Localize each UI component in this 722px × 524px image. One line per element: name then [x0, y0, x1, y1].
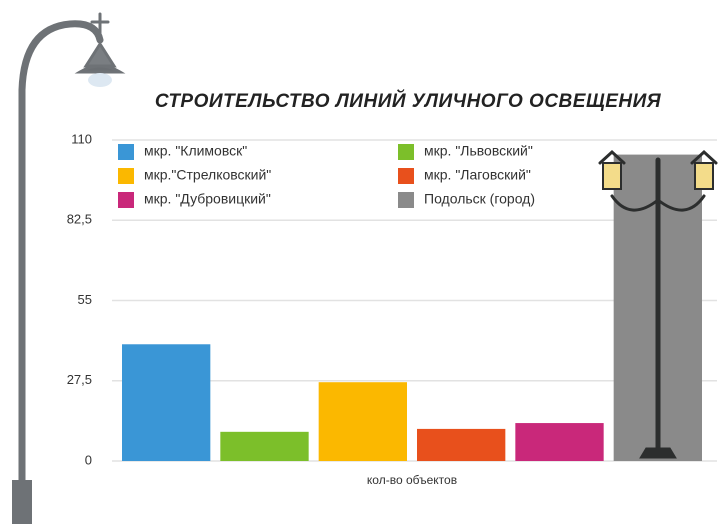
legend-swatch [118, 192, 134, 208]
legend-swatch [398, 168, 414, 184]
legend-swatch [118, 168, 134, 184]
bar [122, 344, 211, 461]
x-tick-label: кол-во объектов [367, 473, 457, 487]
legend-swatch [398, 192, 414, 208]
y-tick-label: 110 [71, 131, 92, 146]
legend-label: мкр. "Дубровицкий" [144, 191, 271, 207]
lamp-post-decoration [598, 149, 718, 459]
legend-label: мкр."Стрелковский" [144, 167, 271, 183]
bar [515, 423, 604, 461]
legend-label: мкр. "Климовск" [144, 143, 247, 159]
street-lamp-decoration [12, 12, 126, 524]
bar [220, 431, 309, 461]
y-tick-label: 55 [78, 292, 92, 307]
y-tick-label: 27,5 [67, 372, 92, 387]
bar [417, 428, 506, 461]
legend-label: Подольск (город) [424, 191, 535, 207]
y-tick-label: 0 [85, 452, 92, 467]
chart-title: СТРОИТЕЛЬСТВО ЛИНИЙ УЛИЧНОГО ОСВЕЩЕНИЯ [155, 90, 662, 112]
bar [318, 382, 407, 461]
legend-swatch [398, 144, 414, 160]
legend-label: мкр. "Львовский" [424, 143, 533, 159]
legend-label: мкр. "Лаговский" [424, 167, 531, 183]
legend-swatch [118, 144, 134, 160]
y-tick-label: 82,5 [67, 212, 92, 227]
